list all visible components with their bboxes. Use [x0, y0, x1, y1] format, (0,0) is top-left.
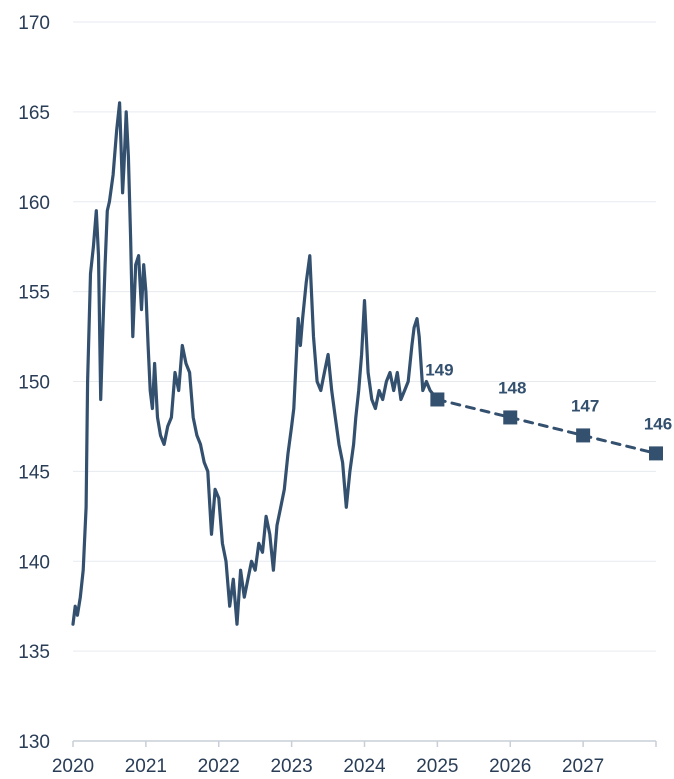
- data-labels: 149 148 147 146: [425, 360, 672, 433]
- x-tick-label: 2025: [416, 756, 458, 777]
- forecast-point: [576, 428, 591, 443]
- y-tick-label: 145: [18, 462, 50, 483]
- y-tick-label: 135: [18, 642, 50, 663]
- forecast-point: [649, 446, 663, 461]
- x-tick-label: 2026: [489, 756, 531, 777]
- x-tick-label: 2020: [52, 756, 94, 777]
- y-tick-label: 160: [18, 193, 50, 214]
- x-tick-label: 2027: [562, 756, 604, 777]
- y-tick-label: 170: [18, 13, 50, 34]
- y-tick-label: 155: [18, 283, 50, 304]
- gridlines: [73, 21, 656, 652]
- data-label: 146: [644, 414, 672, 433]
- x-axis: [72, 740, 657, 747]
- x-tick-label: 2021: [125, 756, 167, 777]
- y-tick-label: 165: [18, 103, 50, 124]
- x-tick-label: 2024: [343, 756, 386, 777]
- x-tick-label: 2023: [270, 756, 312, 777]
- forecast-line: [435, 398, 658, 455]
- x-tick-label: 2022: [198, 756, 240, 777]
- series-lines: [71, 101, 658, 626]
- data-label: 149: [425, 360, 453, 379]
- x-axis-tick-labels: 2020 2021 2022 2023 2024 2025 2026 2027: [52, 756, 604, 777]
- data-label: 147: [571, 396, 599, 415]
- y-tick-label: 130: [18, 732, 50, 753]
- y-axis-tick-labels: 130 135 140 145 150 155 160 165 170: [18, 13, 50, 753]
- data-label: 148: [498, 378, 526, 397]
- forecast-point: [503, 410, 518, 425]
- y-tick-label: 140: [18, 552, 50, 573]
- y-tick-label: 150: [18, 373, 50, 394]
- history-line: [71, 101, 439, 626]
- forecast-markers: [430, 392, 663, 461]
- forecast-point: [430, 392, 445, 407]
